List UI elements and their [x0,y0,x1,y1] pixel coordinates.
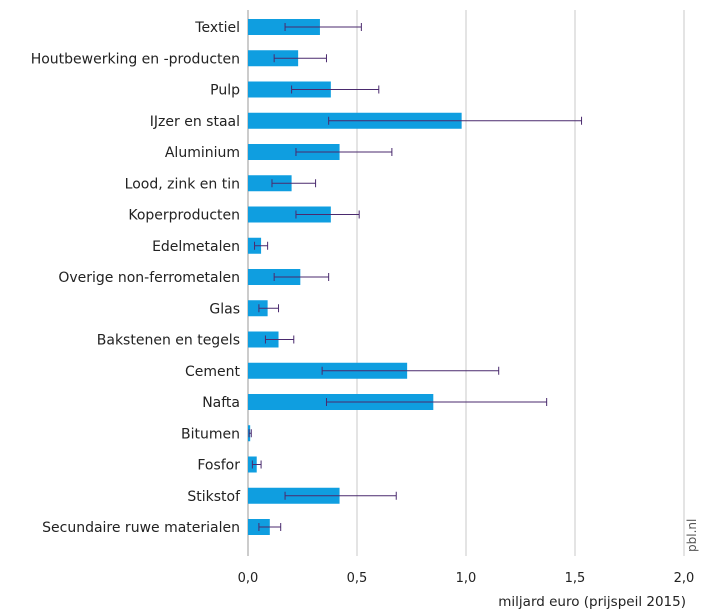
x-tick-label: 1,5 [565,571,586,586]
category-label: Pulp [210,83,240,99]
x-tick-label: 0,0 [238,571,259,586]
category-label: Houtbewerking en -producten [31,51,240,67]
category-label: Aluminium [165,145,240,161]
x-tick-label: 0,5 [347,571,368,586]
category-label: Nafta [202,395,240,411]
category-label: Bakstenen en tegels [97,333,240,349]
category-label: IJzer en staal [150,114,240,130]
bar [248,50,299,67]
category-label: Cement [185,364,241,380]
category-label: Koperproducten [128,208,240,224]
category-label: Edelmetalen [152,239,240,255]
x-tick-label: 1,0 [456,571,477,586]
bar [248,81,331,98]
bar [248,175,292,192]
category-label: Stikstof [187,489,241,505]
category-labels: Textiel Houtbewerking en -producten Pulp IJ… [31,20,241,536]
x-tick-label: 2,0 [674,571,695,586]
category-label: Overige non-ferrometalen [58,270,240,286]
category-label: Textiel [194,20,240,36]
category-label: Lood, zink en tin [125,176,240,192]
x-axis-label: miljard euro (prijspeil 2015) [498,594,686,610]
source-label: pbl.nl [685,519,699,552]
x-tick-labels: 0,0 0,5 1,0 1,5 2,0 [238,571,695,586]
category-label: Glas [209,301,240,317]
bar [248,331,279,348]
category-label: Secundaire ruwe materialen [42,520,240,536]
category-label: Bitumen [181,426,240,442]
bar [248,144,340,160]
error-bars [248,23,583,531]
bar [248,300,268,317]
category-label: Fosfor [197,458,240,474]
bar [248,19,320,35]
bar [248,206,331,223]
